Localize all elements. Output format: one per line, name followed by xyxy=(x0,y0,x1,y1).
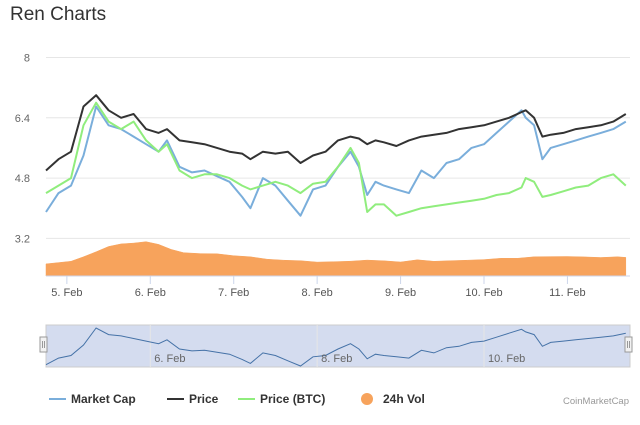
x-axis-ticks: 5. Feb 6. Feb 7. Feb 8. Feb 9. Feb 10. Feb 11.… xyxy=(51,276,586,299)
x-tick-label: 11. Feb xyxy=(549,287,586,299)
x-tick-label: 6. Feb xyxy=(135,287,166,299)
chart-title: Ren Charts xyxy=(10,4,107,25)
navigator[interactable]: 6. Feb 8. Feb 10. Feb xyxy=(39,324,633,368)
series-lines xyxy=(45,94,627,217)
y-tick-label: 8 xyxy=(24,53,30,65)
x-tick-label: 10. Feb xyxy=(465,287,502,299)
x-tick-label: 8. Feb xyxy=(302,287,333,299)
credit-label[interactable]: CoinMarketCap xyxy=(563,396,629,407)
navigator-series xyxy=(45,327,626,367)
legend-symbol[interactable] xyxy=(361,393,373,405)
series-line xyxy=(45,94,627,172)
x-tick-label: 5. Feb xyxy=(51,287,82,299)
navigator-left-handle[interactable] xyxy=(39,336,48,353)
y-tick-label: 6.4 xyxy=(15,113,30,125)
navigator-grid xyxy=(149,325,485,367)
grid-lines xyxy=(46,57,630,239)
volume-area-path xyxy=(45,241,627,277)
x-tick-label: 9. Feb xyxy=(385,287,416,299)
y-tick-label: 4.8 xyxy=(15,173,30,185)
x-tick-label: 7. Feb xyxy=(218,287,249,299)
y-axis-ticks: 3.2 4.8 6.4 8 xyxy=(15,53,30,246)
navigator-tick-label: 8. Feb xyxy=(321,353,352,365)
series-line xyxy=(45,101,627,217)
legend-item-label[interactable]: Price (BTC) xyxy=(260,392,325,406)
legend-item-label[interactable]: Market Cap xyxy=(71,392,136,406)
y-tick-label: 3.2 xyxy=(15,233,30,245)
navigator-tick-label: 10. Feb xyxy=(488,353,525,365)
navigator-right-handle[interactable] xyxy=(624,336,633,353)
series-line xyxy=(45,105,627,217)
legend-item-label[interactable]: Price xyxy=(189,392,219,406)
navigator-tick-label: 6. Feb xyxy=(154,353,185,365)
legend-item-label[interactable]: 24h Vol xyxy=(383,392,425,406)
volume-area xyxy=(45,241,627,277)
navigator-labels: 6. Feb 8. Feb 10. Feb xyxy=(154,353,525,365)
legend: Market Cap Price Price (BTC) 24h Vol xyxy=(49,392,425,406)
